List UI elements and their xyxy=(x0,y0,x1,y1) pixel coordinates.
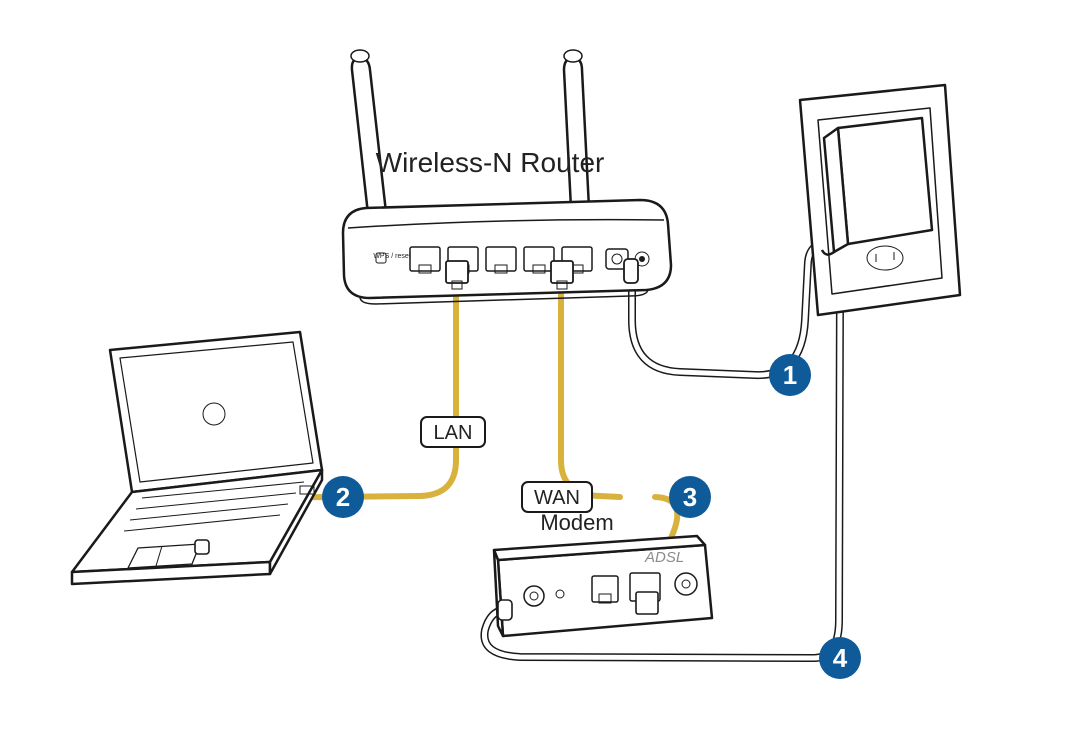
router-lan-port xyxy=(524,247,554,273)
svg-text:1: 1 xyxy=(783,360,797,390)
svg-text:3: 3 xyxy=(683,482,697,512)
wall-outlet xyxy=(800,85,960,315)
svg-text:WAN: WAN xyxy=(534,487,580,509)
dc-plug-icon xyxy=(498,600,512,620)
router-lan-port xyxy=(486,247,516,273)
svg-text:4: 4 xyxy=(833,643,848,673)
wan-label: WAN xyxy=(522,482,592,512)
router-title: Wireless-N Router xyxy=(376,147,605,178)
step-badge-3: 3 xyxy=(669,476,711,518)
dc-plug-icon xyxy=(624,259,638,283)
lan-label: LAN xyxy=(421,417,485,447)
step-badge-1: 1 xyxy=(769,354,811,396)
step-badge-4: 4 xyxy=(819,637,861,679)
modem-icon: ADSL xyxy=(494,536,712,636)
wps-label: WPS / reset xyxy=(373,253,410,260)
rj45-plug-icon xyxy=(636,592,658,614)
svg-text:2: 2 xyxy=(336,482,350,512)
svg-text:LAN: LAN xyxy=(434,422,473,444)
modem-brand-label: ADSL xyxy=(644,549,684,566)
modem-label: Modem xyxy=(540,510,613,535)
router-lan-port xyxy=(410,247,440,273)
step-badge-2: 2 xyxy=(322,476,364,518)
rj45-plug-icon xyxy=(195,540,209,554)
